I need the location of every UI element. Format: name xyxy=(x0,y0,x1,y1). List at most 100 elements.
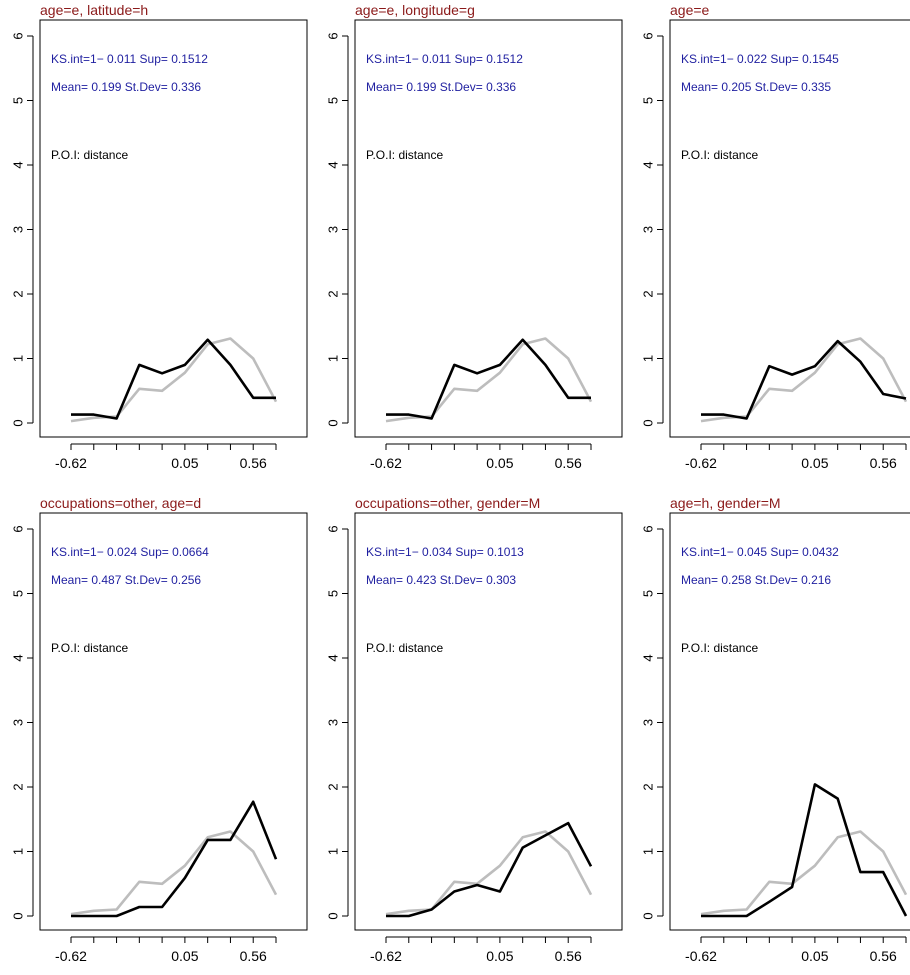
stats-mean-line: Mean= 0.205 St.Dev= 0.335 xyxy=(681,80,831,94)
observed-series-line xyxy=(701,339,907,420)
y-tick-label: 0 xyxy=(11,912,26,919)
stats-mean-line: Mean= 0.423 St.Dev= 0.303 xyxy=(366,573,516,587)
y-tick-label: 5 xyxy=(11,590,26,597)
x-tick-label: 0.56 xyxy=(240,948,267,964)
plot-frame xyxy=(669,512,910,931)
panel-title: age=h, gender=M xyxy=(670,495,781,511)
poi-annotation: P.O.I: distance xyxy=(366,641,443,655)
y-tick-label: 0 xyxy=(641,419,656,426)
y-tick-label: 3 xyxy=(641,719,656,726)
y-tick-label: 1 xyxy=(641,848,656,855)
plot-frame xyxy=(354,19,623,438)
y-tick-label: 0 xyxy=(326,419,341,426)
y-tick-label: 1 xyxy=(11,355,26,362)
x-tick-label: -0.62 xyxy=(55,455,87,471)
y-tick-label: 4 xyxy=(11,654,26,661)
y-tick-label: 1 xyxy=(326,848,341,855)
y-tick-label: 6 xyxy=(641,525,656,532)
panel-4: occupations=other, age=d KS.int=1− 0.024 … xyxy=(11,495,308,964)
panel-title: age=e, longitude=g xyxy=(355,2,475,18)
reference-series-line xyxy=(700,830,908,916)
x-tick-label: -0.62 xyxy=(685,948,717,964)
plot-frame xyxy=(39,19,308,438)
x-tick-label: 0.05 xyxy=(171,948,198,964)
x-tick-label: -0.62 xyxy=(685,455,717,471)
x-tick-label: 0.56 xyxy=(870,455,897,471)
stats-ks-line: KS.int=1− 0.034 Sup= 0.1013 xyxy=(366,545,524,559)
stats-ks-line: KS.int=1− 0.024 Sup= 0.0664 xyxy=(51,545,209,559)
y-tick-label: 5 xyxy=(326,590,341,597)
observed-series-line xyxy=(701,783,908,918)
observed-series-line xyxy=(386,338,591,420)
plot-frame xyxy=(354,512,623,931)
panel-2: age=e, longitude=g KS.int=1− 0.011 Sup= 0… xyxy=(326,2,623,471)
y-tick-label: 2 xyxy=(641,290,656,297)
stats-mean-line: Mean= 0.199 St.Dev= 0.336 xyxy=(51,80,201,94)
x-tick-label: 0.05 xyxy=(801,455,828,471)
x-tick-label: 0.05 xyxy=(486,948,513,964)
reference-series-line xyxy=(70,830,278,916)
observed-series-line xyxy=(386,821,593,918)
poi-annotation: P.O.I: distance xyxy=(51,641,128,655)
y-tick-label: 6 xyxy=(11,525,26,532)
stats-ks-line: KS.int=1− 0.022 Sup= 0.1545 xyxy=(681,52,839,66)
x-tick-label: 0.05 xyxy=(486,455,513,471)
y-tick-label: 0 xyxy=(11,419,26,426)
y-tick-label: 5 xyxy=(641,590,656,597)
x-tick-label: -0.62 xyxy=(55,948,87,964)
y-tick-label: 4 xyxy=(326,654,341,661)
reference-series-line xyxy=(70,337,278,423)
y-tick-label: 6 xyxy=(11,32,26,39)
observed-series-line xyxy=(71,338,276,420)
panel-title: age=e xyxy=(670,2,710,18)
x-tick-label: 0.05 xyxy=(801,948,828,964)
stats-ks-line: KS.int=1− 0.011 Sup= 0.1512 xyxy=(366,52,523,66)
y-tick-label: 0 xyxy=(641,912,656,919)
y-tick-label: 4 xyxy=(326,161,341,168)
reference-series-line xyxy=(385,830,593,916)
x-tick-label: 0.56 xyxy=(870,948,897,964)
y-tick-label: 3 xyxy=(326,719,341,726)
reference-series-line xyxy=(385,337,593,423)
y-tick-label: 4 xyxy=(11,161,26,168)
stats-ks-line: KS.int=1− 0.011 Sup= 0.1512 xyxy=(51,52,208,66)
panel-5: occupations=other, gender=M KS.int=1− 0.0… xyxy=(326,495,623,964)
y-tick-label: 2 xyxy=(326,290,341,297)
panel-title: age=e, latitude=h xyxy=(40,2,148,18)
y-tick-label: 0 xyxy=(326,912,341,919)
panel-title: occupations=other, age=d xyxy=(40,495,201,511)
x-tick-label: 0.56 xyxy=(240,455,267,471)
stats-ks-line: KS.int=1− 0.045 Sup= 0.0432 xyxy=(681,545,839,559)
stats-mean-line: Mean= 0.487 St.Dev= 0.256 xyxy=(51,573,201,587)
stats-mean-line: Mean= 0.258 St.Dev= 0.216 xyxy=(681,573,831,587)
y-tick-label: 2 xyxy=(11,783,26,790)
panel-3: age=e KS.int=1− 0.022 Sup= 0.1545 Mean= 0.… xyxy=(641,2,910,471)
poi-annotation: P.O.I: distance xyxy=(681,641,758,655)
stats-mean-line: Mean= 0.199 St.Dev= 0.336 xyxy=(366,80,516,94)
poi-annotation: P.O.I: distance xyxy=(366,148,443,162)
y-tick-label: 1 xyxy=(641,355,656,362)
y-tick-label: 2 xyxy=(641,783,656,790)
y-tick-label: 3 xyxy=(641,226,656,233)
panel-1: age=e, latitude=h KS.int=1− 0.011 Sup= 0.… xyxy=(11,2,308,471)
y-tick-label: 2 xyxy=(11,290,26,297)
poi-annotation: P.O.I: distance xyxy=(681,148,758,162)
y-tick-label: 2 xyxy=(326,783,341,790)
y-tick-label: 6 xyxy=(326,32,341,39)
observed-series-line xyxy=(71,800,278,918)
x-tick-label: 0.56 xyxy=(555,948,582,964)
poi-annotation: P.O.I: distance xyxy=(51,148,128,162)
y-tick-label: 5 xyxy=(326,97,341,104)
plot-frame xyxy=(669,19,910,438)
x-tick-label: 0.05 xyxy=(171,455,198,471)
y-tick-label: 1 xyxy=(11,848,26,855)
y-tick-label: 5 xyxy=(11,97,26,104)
y-tick-label: 1 xyxy=(326,355,341,362)
y-tick-label: 4 xyxy=(641,161,656,168)
y-tick-label: 5 xyxy=(641,97,656,104)
x-tick-label: -0.62 xyxy=(370,455,402,471)
panel-6: age=h, gender=M KS.int=1− 0.045 Sup= 0.04… xyxy=(641,495,910,964)
y-tick-label: 3 xyxy=(326,226,341,233)
y-tick-label: 6 xyxy=(326,525,341,532)
y-tick-label: 3 xyxy=(11,719,26,726)
